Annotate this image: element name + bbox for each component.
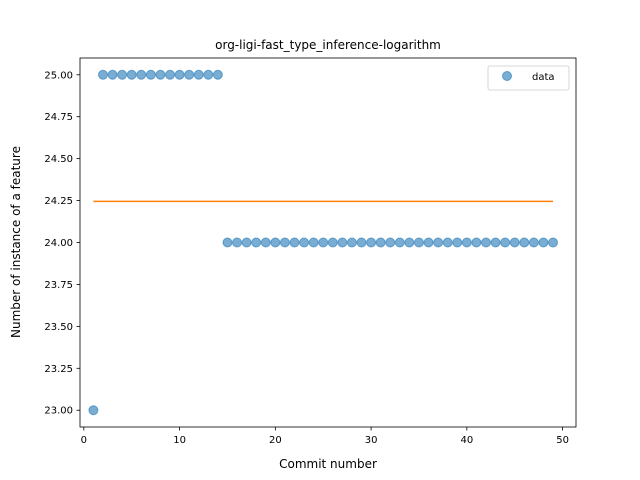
data-point xyxy=(452,237,463,248)
data-point xyxy=(500,237,511,248)
data-point xyxy=(528,237,539,248)
data-point xyxy=(433,237,444,248)
y-tick-label: 23.00 xyxy=(44,406,73,417)
data-point xyxy=(203,69,214,80)
data-point xyxy=(279,237,290,248)
y-tick-label: 23.50 xyxy=(44,322,73,333)
chart-title: org-ligi-fast_type_inference-logarithm xyxy=(215,38,441,52)
data-point xyxy=(117,69,128,80)
data-point xyxy=(241,237,252,248)
x-tick-label: 50 xyxy=(556,435,569,446)
data-point xyxy=(88,405,99,416)
data-point xyxy=(385,237,396,248)
data-point xyxy=(327,237,338,248)
plot-area xyxy=(88,69,559,416)
data-point xyxy=(126,69,137,80)
data-point xyxy=(308,237,319,248)
data-point xyxy=(461,237,472,248)
data-point xyxy=(155,69,166,80)
y-tick-label: 24.25 xyxy=(44,196,73,207)
data-point xyxy=(548,237,559,248)
x-axis-label: Commit number xyxy=(279,457,377,471)
data-point xyxy=(375,237,386,248)
data-point xyxy=(337,237,348,248)
data-point xyxy=(442,237,453,248)
x-tick-label: 20 xyxy=(269,435,282,446)
x-tick-label: 10 xyxy=(173,435,186,446)
y-tick-label: 23.75 xyxy=(44,280,73,291)
data-point xyxy=(413,237,424,248)
data-point xyxy=(251,237,262,248)
data-point xyxy=(366,237,377,248)
data-point xyxy=(212,69,223,80)
data-point xyxy=(356,237,367,248)
data-point xyxy=(165,69,176,80)
legend-label: data xyxy=(532,72,555,83)
data-point xyxy=(174,69,185,80)
data-point xyxy=(184,69,195,80)
x-tick-label: 40 xyxy=(460,435,473,446)
data-point xyxy=(471,237,482,248)
y-tick-label: 24.50 xyxy=(44,154,73,165)
data-point xyxy=(404,237,415,248)
y-axis: 23.00 23.25 23.50 23.75 24.00 24.25 24.50 24.75… xyxy=(44,70,80,417)
y-axis-label: Number of instance of a feature xyxy=(9,146,23,338)
data-point xyxy=(136,69,147,80)
data-point xyxy=(519,237,530,248)
data-point xyxy=(318,237,329,248)
x-tick-label: 30 xyxy=(365,435,378,446)
data-point xyxy=(260,237,271,248)
y-tick-label: 24.00 xyxy=(44,238,73,249)
data-point xyxy=(107,69,118,80)
x-tick-label: 0 xyxy=(81,435,87,446)
data-point xyxy=(538,237,549,248)
data-point xyxy=(270,237,281,248)
data-point xyxy=(509,237,520,248)
data-point xyxy=(490,237,501,248)
data-point xyxy=(232,237,243,248)
data-point xyxy=(289,237,300,248)
data-point xyxy=(299,237,310,248)
legend-marker xyxy=(502,71,512,81)
data-point xyxy=(423,237,434,248)
data-point xyxy=(394,237,405,248)
legend: data xyxy=(487,65,570,91)
data-point xyxy=(346,237,357,248)
y-tick-label: 24.75 xyxy=(44,112,73,123)
x-axis: 0 10 20 30 40 50 xyxy=(81,427,569,446)
data-point xyxy=(97,69,108,80)
legend-box xyxy=(487,65,570,91)
y-tick-label: 23.25 xyxy=(44,364,73,375)
y-tick-label: 25.00 xyxy=(44,70,73,81)
data-point xyxy=(145,69,156,80)
data-point xyxy=(222,237,233,248)
data-point xyxy=(193,69,204,80)
data-point xyxy=(480,237,491,248)
